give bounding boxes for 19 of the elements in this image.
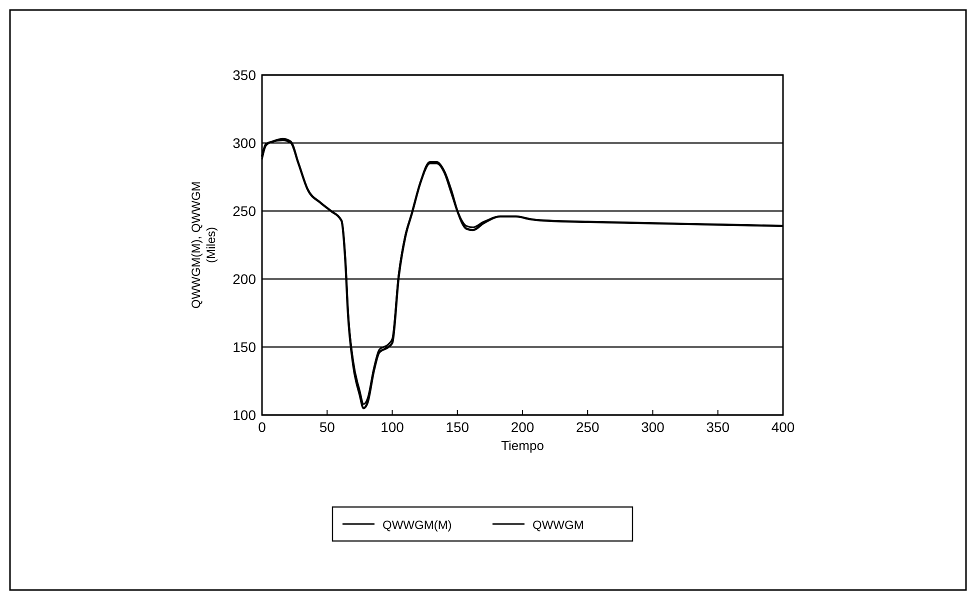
y-axis-title: QWWGM(M), QWWGM (Miles) <box>189 181 218 309</box>
y-tick-label: 250 <box>232 203 256 219</box>
y-tick-label: 300 <box>232 135 256 151</box>
x-tick-label: 250 <box>576 419 600 435</box>
x-axis-title: Tiempo <box>501 438 544 453</box>
y-tick-label: 150 <box>232 339 256 355</box>
x-tick-label: 50 <box>319 419 336 435</box>
legend-label: QWWGM(M) <box>382 518 452 532</box>
legend-label: QWWGM <box>532 518 584 532</box>
x-tick-label: 100 <box>380 419 404 435</box>
x-tick-label: 300 <box>641 419 665 435</box>
x-tick-label: 200 <box>510 419 534 435</box>
x-tick-label: 400 <box>771 419 795 435</box>
x-tick-label: 150 <box>446 419 470 435</box>
y-tick-label: 350 <box>232 67 256 83</box>
x-tick-label: 350 <box>706 419 730 435</box>
y-tick-label: 200 <box>232 271 256 287</box>
x-tick-label: 0 <box>258 419 266 435</box>
y-tick-label: 100 <box>232 407 256 423</box>
